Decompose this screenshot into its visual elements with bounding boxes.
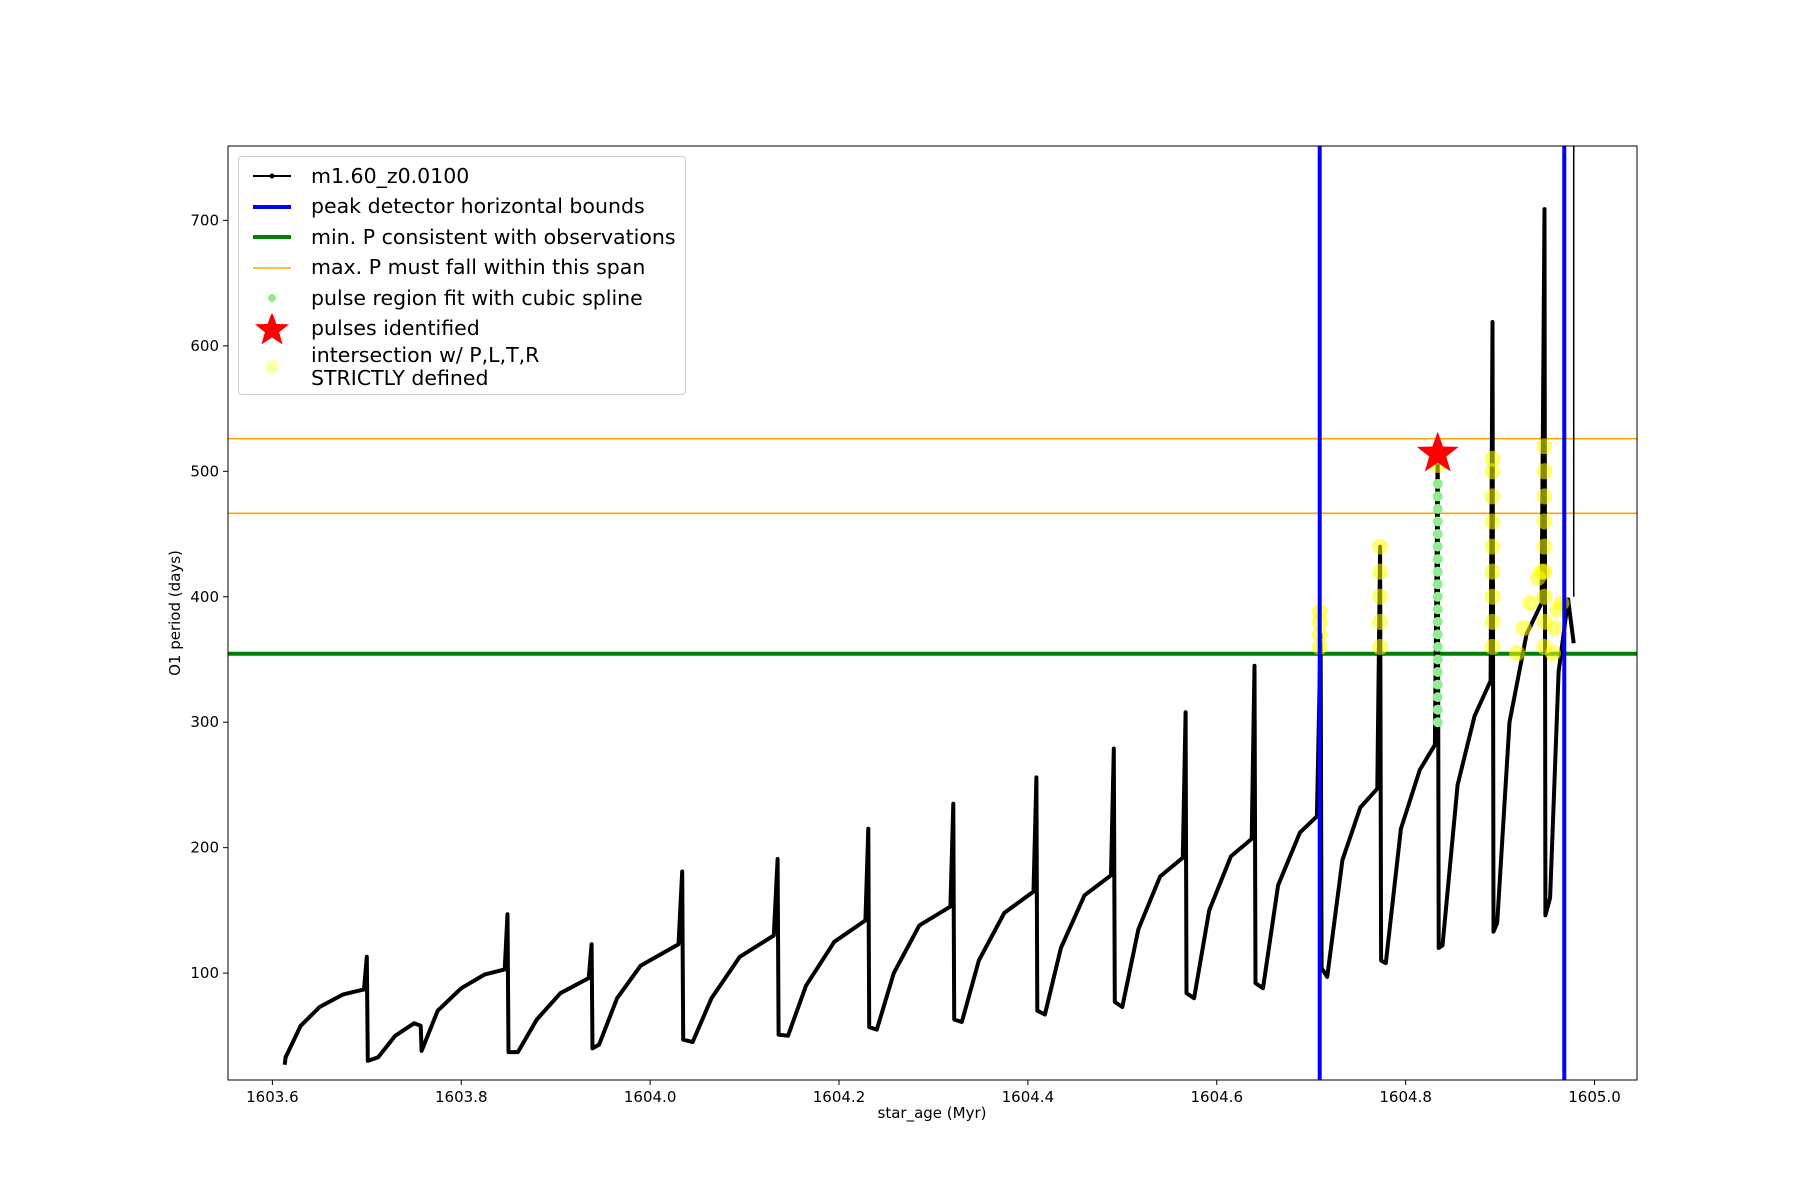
legend-label: min. P consistent with observations xyxy=(311,224,676,249)
scatter-point xyxy=(1536,488,1553,505)
scatter-point xyxy=(1432,667,1443,678)
scatter-point xyxy=(1484,513,1501,530)
x-tick-label: 1603.8 xyxy=(435,1088,488,1106)
scatter-point xyxy=(1432,579,1443,590)
plot-area xyxy=(228,146,1637,1080)
legend-swatch xyxy=(265,360,279,374)
scatter-point xyxy=(1432,604,1443,615)
x-tick-label: 1603.6 xyxy=(246,1088,299,1106)
scatter-point xyxy=(1484,450,1501,467)
legend-label: m1.60_z0.0100 xyxy=(311,163,470,188)
legend-marker xyxy=(268,294,276,303)
legend-label: pulse region fit with cubic spline xyxy=(311,285,643,310)
y-tick-label: 500 xyxy=(190,462,219,480)
y-tick-label: 300 xyxy=(190,713,219,731)
legend-marker xyxy=(254,313,290,344)
scatter-point xyxy=(1536,438,1553,455)
scatter-point xyxy=(1484,538,1501,555)
scatter-point xyxy=(1546,620,1563,637)
plot-frame xyxy=(227,145,1638,1081)
star-marker xyxy=(1416,431,1459,472)
scatter-point xyxy=(1509,645,1526,662)
legend-entry: pulses identified xyxy=(245,313,679,345)
legend-marker xyxy=(253,235,291,240)
legend-label: intersection w/ P,L,T,R STRICTLY defined xyxy=(311,343,540,390)
scatter-point xyxy=(1432,516,1443,527)
scatter-point xyxy=(1515,620,1532,637)
scatter-point xyxy=(1372,563,1389,580)
scatter-point xyxy=(1484,488,1501,505)
y-axis-label: O1 period (days) xyxy=(166,550,184,676)
x-tick-label: 1604.4 xyxy=(1002,1088,1055,1106)
legend-label: peak detector horizontal bounds xyxy=(311,194,645,219)
scatter-point xyxy=(1432,491,1443,502)
scatter-point xyxy=(1372,613,1389,630)
y-tick-label: 100 xyxy=(190,964,219,982)
legend-swatch xyxy=(269,173,275,179)
legend-entry: max. P must fall within this span xyxy=(245,253,679,284)
scatter-point xyxy=(1432,541,1443,552)
scatter-point xyxy=(1432,566,1443,577)
scatter-point xyxy=(1536,538,1553,555)
legend-label: pulses identified xyxy=(311,316,480,341)
scatter-point xyxy=(1372,588,1389,605)
scatter-point xyxy=(1553,595,1570,612)
scatter-point xyxy=(1536,463,1553,480)
x-tick-label: 1604.0 xyxy=(624,1088,677,1106)
legend-swatch xyxy=(268,294,276,303)
scatter-point xyxy=(1484,463,1501,480)
x-tick-label: 1604.8 xyxy=(1379,1088,1432,1106)
scatter-point xyxy=(1372,538,1389,555)
legend-marker xyxy=(253,266,291,269)
scatter-point xyxy=(1484,613,1501,630)
scatter-point xyxy=(1533,563,1550,580)
scatter-point xyxy=(1484,638,1501,655)
scatter-point xyxy=(1536,588,1553,605)
scatter-point xyxy=(1484,563,1501,580)
legend-label: max. P must fall within this span xyxy=(311,255,646,280)
legend-entry: intersection w/ P,L,T,R STRICTLY defined xyxy=(245,344,679,390)
y-tick-label: 400 xyxy=(190,588,219,606)
scatter-point xyxy=(1432,503,1443,514)
scatter-point xyxy=(1432,616,1443,627)
y-tick-label: 700 xyxy=(190,211,219,229)
legend-entry: min. P consistent with observations xyxy=(245,222,679,253)
legend-entry: m1.60_z0.0100 xyxy=(245,161,679,192)
scatter-point xyxy=(1432,529,1443,540)
scatter-point xyxy=(1372,638,1389,655)
scatter-point xyxy=(1432,591,1443,602)
scatter-point xyxy=(1432,679,1443,690)
scatter-point xyxy=(1432,717,1443,728)
legend-marker xyxy=(253,204,291,209)
scatter-point xyxy=(1432,641,1443,652)
x-tick-label: 1604.6 xyxy=(1191,1088,1244,1106)
scatter-point xyxy=(1544,645,1561,662)
legend-marker xyxy=(265,360,279,374)
scatter-point xyxy=(1432,554,1443,565)
scatter-point xyxy=(1432,629,1443,640)
scatter-point xyxy=(1432,654,1443,665)
scatter-point xyxy=(1522,595,1539,612)
scatter-point xyxy=(1432,704,1443,715)
y-tick-label: 200 xyxy=(190,839,219,857)
scatter-point xyxy=(1432,478,1443,489)
x-axis-label: star_age (Myr) xyxy=(878,1104,987,1123)
x-tick-label: 1605.0 xyxy=(1568,1088,1621,1106)
scatter-point xyxy=(1484,588,1501,605)
legend-entry: pulse region fit with cubic spline xyxy=(245,283,679,314)
legend-swatch xyxy=(254,313,290,344)
legend-entry: peak detector horizontal bounds xyxy=(245,192,679,223)
scatter-point xyxy=(1536,513,1553,530)
legend-marker xyxy=(253,173,291,179)
y-tick-label: 600 xyxy=(190,337,219,355)
scatter-point xyxy=(1432,692,1443,703)
x-tick-label: 1604.2 xyxy=(813,1088,866,1106)
